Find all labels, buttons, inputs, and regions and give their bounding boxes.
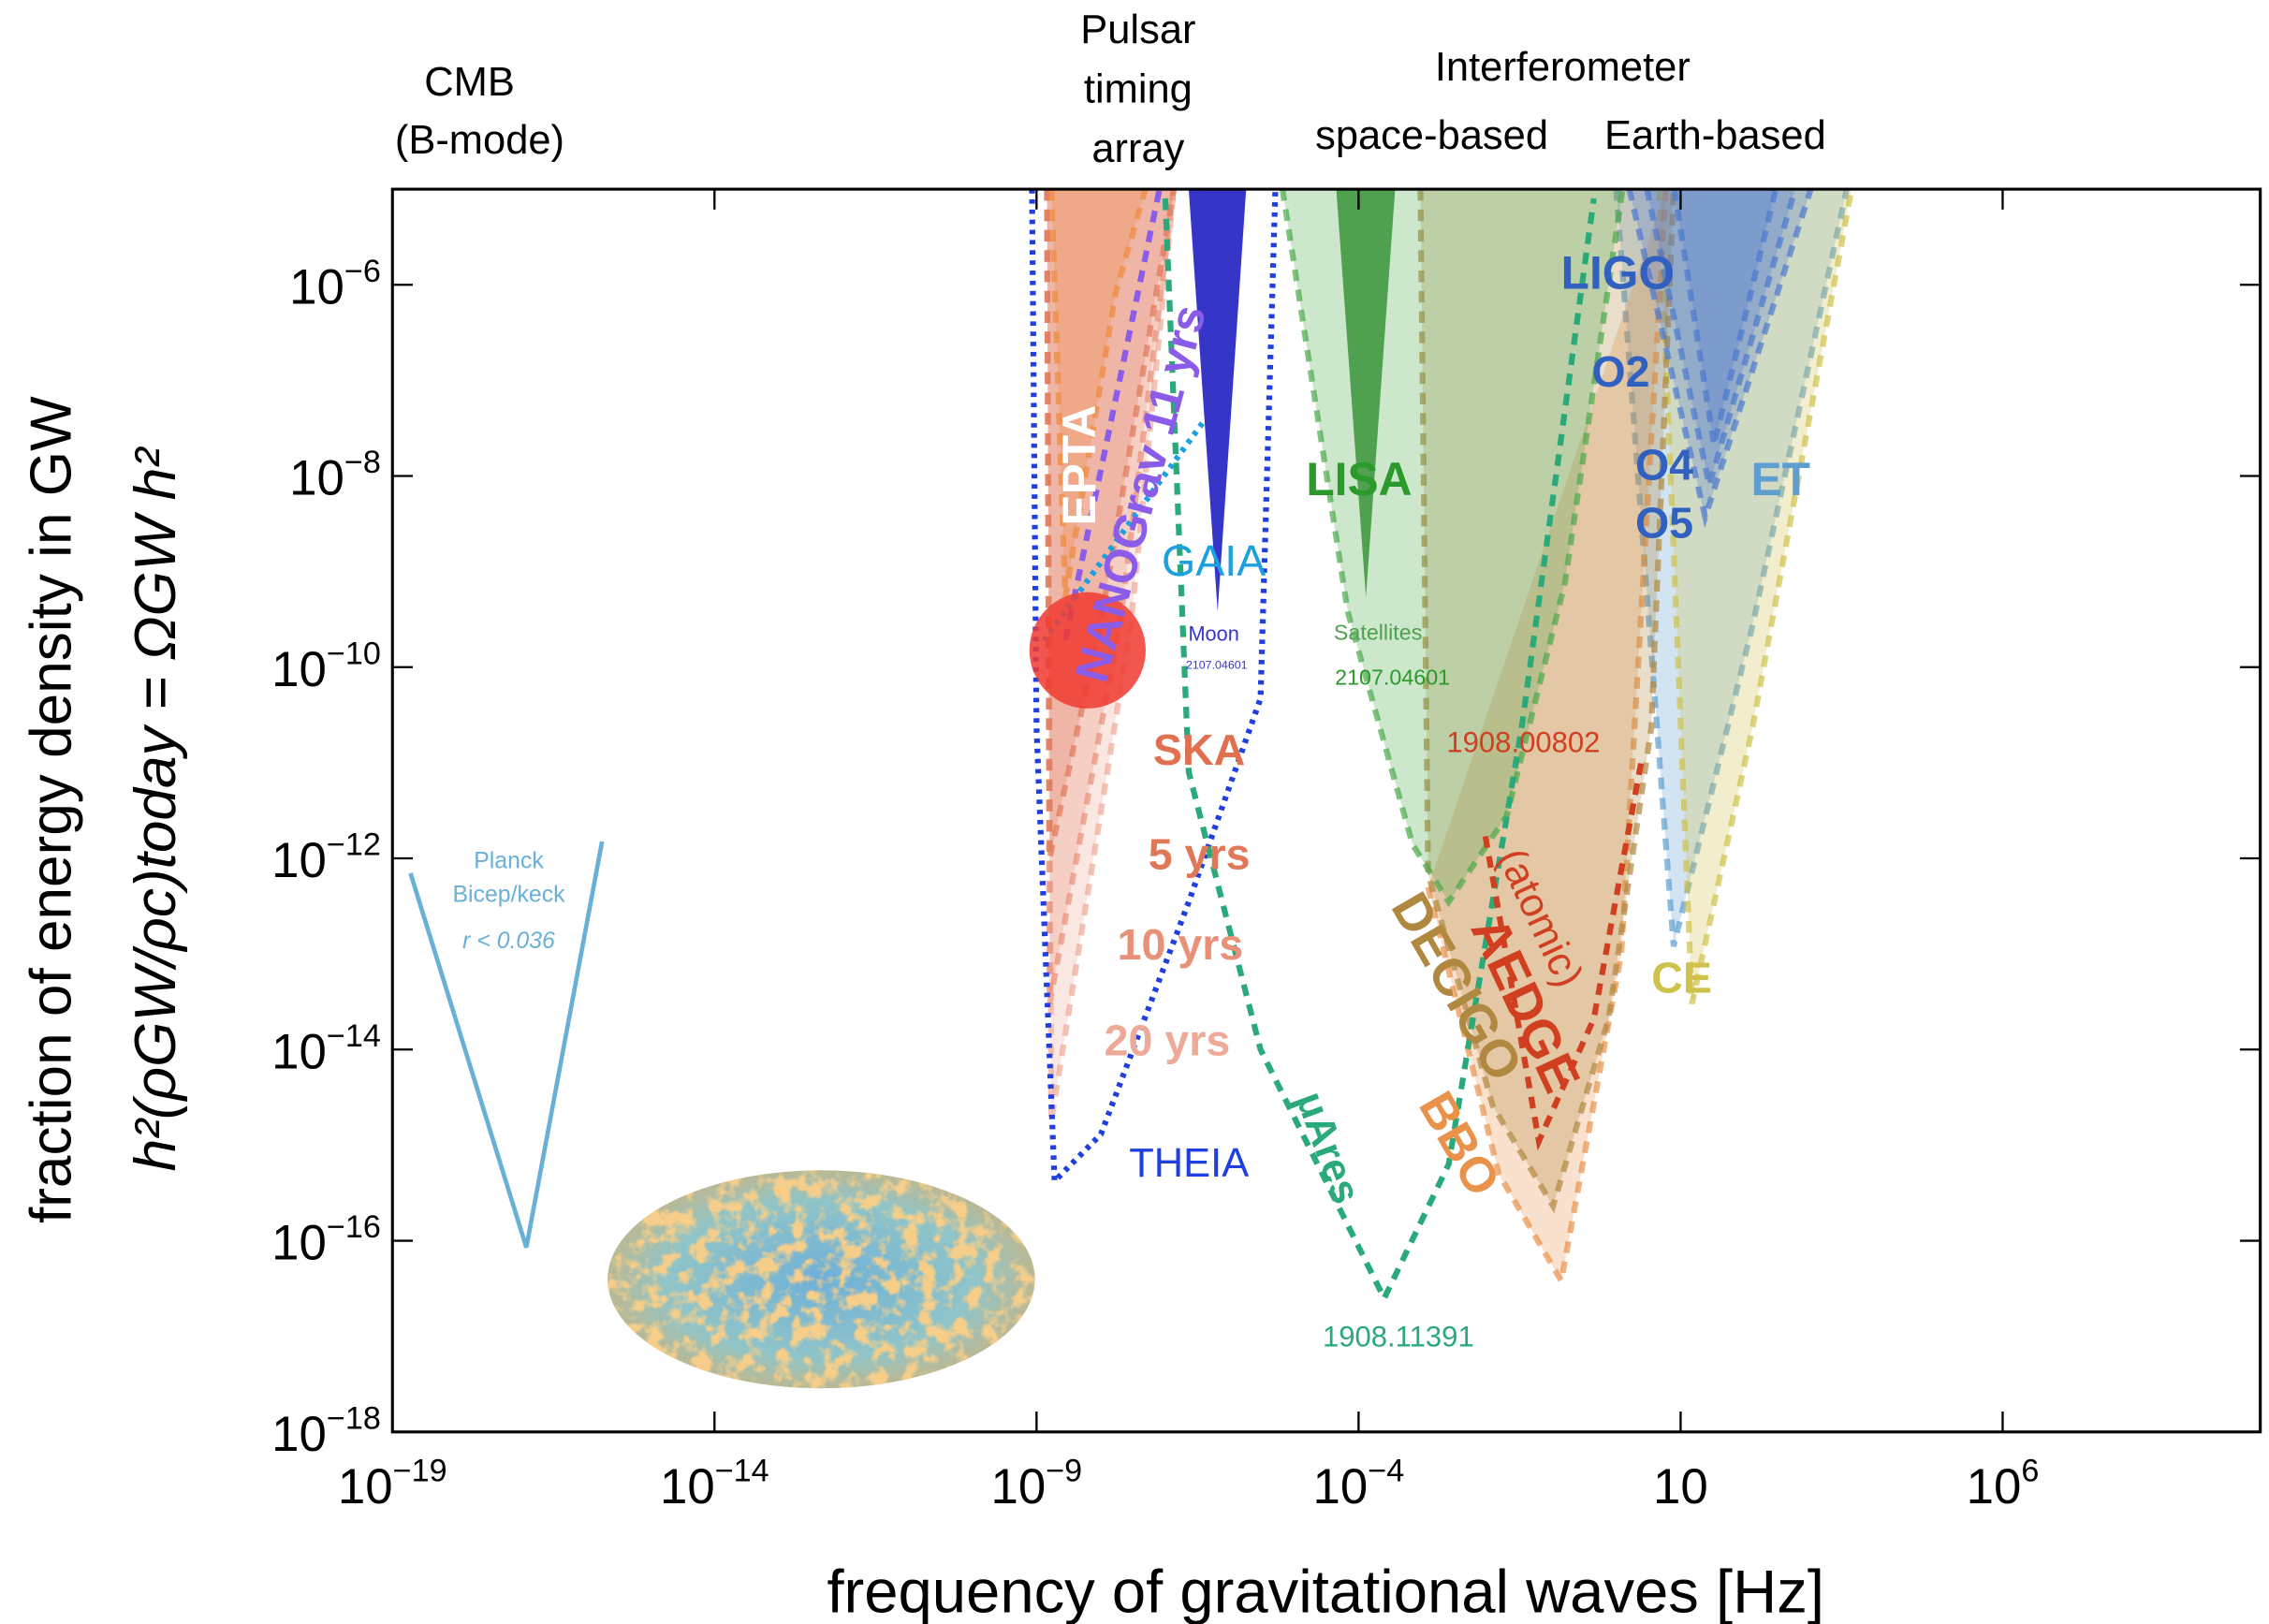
series-label: 5 yrs — [1149, 830, 1251, 879]
sensitivity-area — [1048, 189, 1149, 598]
sensitivity-region — [1336, 189, 1396, 597]
band-label: array — [1091, 126, 1184, 171]
x-tick-label: 10−9 — [991, 1453, 1083, 1514]
y-tick-label: 10−8 — [289, 445, 381, 506]
series-label: THEIA — [1129, 1141, 1249, 1186]
band-label: (B-mode) — [395, 118, 564, 163]
annotation: 2107.04601 — [1186, 659, 1248, 672]
y-tick-label: 10−14 — [271, 1018, 381, 1080]
y-axis-formula: h²(ρGW/ρc)today = ΩGW h² — [124, 446, 188, 1172]
series-label: O4 — [1635, 441, 1693, 490]
series-label: Satellites — [1334, 620, 1422, 644]
x-axis-label: frequency of gravitational waves [Hz] — [827, 1557, 1824, 1624]
x-tick-label: 10−19 — [338, 1453, 447, 1514]
sensitivity-curve — [1482, 758, 1645, 1151]
annotation: 1908.11391 — [1323, 1321, 1474, 1353]
annotation: SKA — [1153, 725, 1245, 774]
series-label: μAres — [1287, 1086, 1369, 1209]
series-label: ET — [1750, 453, 1810, 505]
band-label: timing — [1084, 67, 1193, 112]
series-label: 10 yrs — [1118, 920, 1244, 969]
sensitivity-area — [1644, 189, 1798, 487]
sensitivity-area — [1626, 189, 1814, 529]
band-label: Pulsar — [1080, 7, 1195, 52]
y-tick-label: 10−6 — [289, 254, 381, 315]
band-label: CMB — [424, 60, 515, 105]
annotation: LIGO — [1561, 246, 1675, 299]
series-label: 20 yrs — [1105, 1016, 1231, 1064]
series-label: O5 — [1635, 499, 1693, 548]
series-label: O2 — [1591, 347, 1649, 396]
sensitivity-region — [1188, 189, 1247, 612]
series-label: GAIA — [1162, 536, 1266, 585]
series-label: LISA — [1306, 453, 1412, 505]
x-tick-label: 10 — [1653, 1459, 1708, 1514]
x-tick-label: 106 — [1967, 1453, 2040, 1514]
y-tick-label: 10−16 — [271, 1209, 381, 1271]
y-tick-label: 10−12 — [271, 827, 381, 889]
sensitivity-area — [1671, 189, 1779, 446]
band-label: Earth-based — [1604, 113, 1826, 158]
x-tick-label: 10−4 — [1313, 1453, 1405, 1514]
band-label: Interferometer — [1435, 45, 1691, 90]
sensitivity-curve — [1029, 189, 1279, 1189]
plot-frame — [390, 187, 2262, 1434]
sensitivity-area — [1417, 189, 1677, 1214]
series-label: EPTA — [1053, 405, 1105, 526]
cmb-map — [608, 1170, 1035, 1389]
sensitivity-area — [1425, 189, 1669, 1290]
y-axis-label: fraction of energy density in GW — [19, 396, 83, 1223]
series-label: Moon — [1188, 622, 1238, 646]
sensitivity-curve — [1162, 198, 1597, 1306]
signal-marker — [1029, 592, 1146, 709]
annotation: Bicep/keck — [452, 882, 565, 907]
sensitivity-curve — [1062, 189, 1163, 641]
sensitivity-curve — [408, 841, 605, 1249]
series-label: Planck — [474, 849, 544, 874]
annotation: 1908.00802 — [1446, 725, 1600, 758]
y-tick-label: 10−10 — [271, 636, 381, 697]
annotation: 2107.04601 — [1335, 666, 1450, 690]
plot-area — [408, 189, 1855, 1306]
series-label: CE — [1651, 954, 1712, 1002]
band-label: space-based — [1315, 113, 1548, 158]
y-tick-label: 10−18 — [271, 1400, 381, 1462]
x-tick-label: 10−14 — [660, 1453, 769, 1514]
annotation: r < 0.036 — [462, 929, 555, 954]
